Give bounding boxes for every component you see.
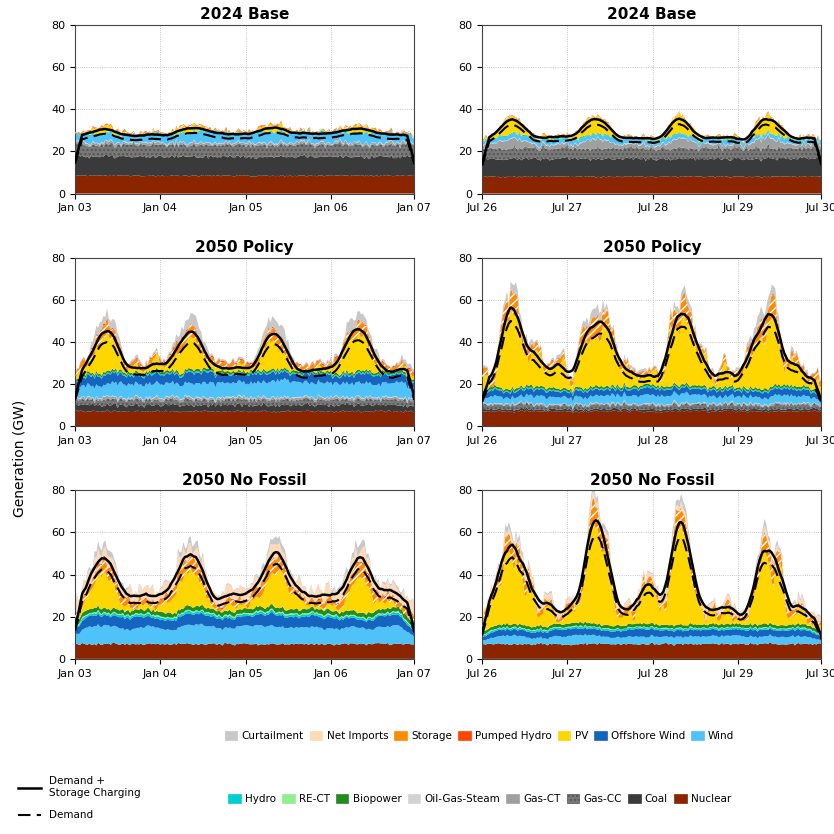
Title: 2024 Base: 2024 Base	[200, 8, 289, 23]
Title: 2050 Policy: 2050 Policy	[602, 240, 701, 255]
Title: 2050 Policy: 2050 Policy	[195, 240, 294, 255]
Title: 2024 Base: 2024 Base	[607, 8, 696, 23]
Legend: Curtailment, Net Imports, Storage, Pumped Hydro, PV, Offshore Wind, Wind: Curtailment, Net Imports, Storage, Pumpe…	[221, 727, 738, 746]
Title: 2050 No Fossil: 2050 No Fossil	[183, 473, 307, 488]
Title: 2050 No Fossil: 2050 No Fossil	[590, 473, 714, 488]
Legend: Demand +
Storage Charging, Demand: Demand + Storage Charging, Demand	[13, 772, 145, 825]
Legend: Hydro, RE-CT, Biopower, Oil-Gas-Steam, Gas-CT, Gas-CC, Coal, Nuclear: Hydro, RE-CT, Biopower, Oil-Gas-Steam, G…	[224, 790, 735, 808]
Text: Generation (GW): Generation (GW)	[13, 400, 27, 517]
